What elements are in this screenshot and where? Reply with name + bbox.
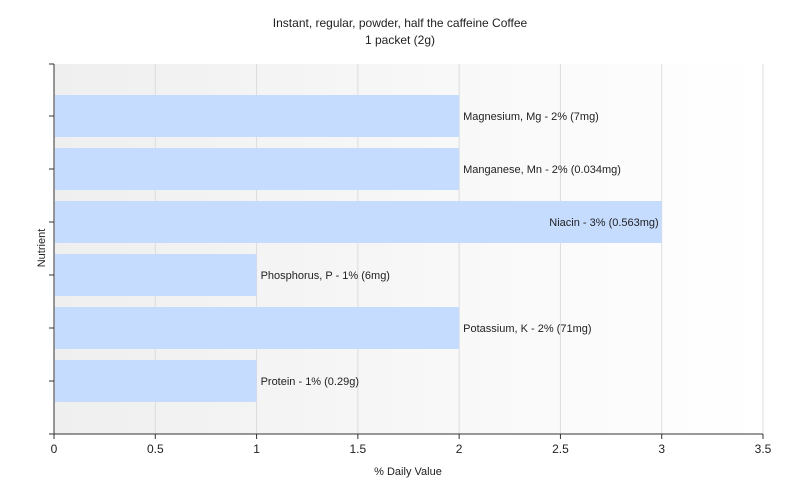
bar [55,201,662,243]
x-tick-label: 0.5 [147,442,164,456]
x-axis-label: % Daily Value [374,466,442,478]
x-tick-label: 3.5 [755,442,772,456]
x-tick-label: 0 [51,442,58,456]
bar-data-label: Potassium, K - 2% (71mg) [463,323,591,335]
bar-data-label: Protein - 1% (0.29g) [261,376,359,388]
x-tick-label: 2.5 [552,442,569,456]
chart-title: Instant, regular, powder, half the caffe… [272,16,528,30]
bar [55,307,460,349]
x-tick-label: 2 [456,442,463,456]
x-tick-label: 1 [253,442,260,456]
bar-data-label: Phosphorus, P - 1% (6mg) [261,270,390,282]
bar [55,360,257,402]
bar-data-label: Niacin - 3% (0.563mg) [549,217,658,229]
x-tick-label: 1.5 [350,442,367,456]
x-tick-label: 3 [658,442,665,456]
chart-subtitle: 1 packet (2g) [364,33,436,47]
bar-data-label: Magnesium, Mg - 2% (7mg) [463,111,599,123]
bar [55,95,460,137]
y-axis-label: Nutrient [36,228,48,268]
bar [55,254,257,296]
bar [55,148,460,190]
bar-data-label: Manganese, Mn - 2% (0.034mg) [463,164,621,176]
